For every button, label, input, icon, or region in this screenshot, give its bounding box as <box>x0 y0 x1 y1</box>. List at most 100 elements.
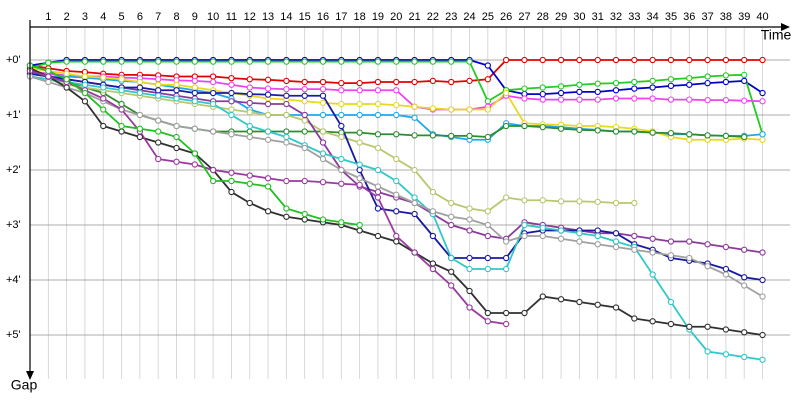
point <box>173 58 180 65</box>
point <box>264 208 272 215</box>
point <box>502 122 510 130</box>
point <box>484 254 491 262</box>
point <box>594 232 601 240</box>
point <box>319 128 327 135</box>
x-tick-label: 18 <box>354 11 366 23</box>
point <box>228 111 235 119</box>
point <box>539 224 546 231</box>
point <box>631 95 638 102</box>
point <box>722 351 730 358</box>
point <box>576 298 583 306</box>
point <box>338 111 345 119</box>
point <box>338 58 345 65</box>
point <box>191 125 198 132</box>
point <box>466 304 473 311</box>
point <box>466 132 473 140</box>
point <box>741 353 748 361</box>
point <box>374 87 382 94</box>
point <box>319 139 327 146</box>
x-tick-label: 11 <box>226 11 237 23</box>
point <box>393 58 400 65</box>
point <box>612 238 620 245</box>
point <box>155 117 162 124</box>
point <box>191 58 198 65</box>
point <box>667 129 675 137</box>
point <box>246 58 253 65</box>
point <box>557 83 565 90</box>
y-tick-label: +2' <box>6 164 21 176</box>
point <box>429 58 437 65</box>
point <box>484 208 491 215</box>
point <box>649 77 656 85</box>
point <box>448 254 455 262</box>
point <box>576 81 583 88</box>
point <box>704 79 711 87</box>
point <box>759 131 766 138</box>
point <box>484 232 491 240</box>
point <box>100 106 107 113</box>
point <box>448 221 455 229</box>
point <box>759 276 766 284</box>
point <box>741 133 748 141</box>
point <box>612 95 620 102</box>
point <box>356 221 363 229</box>
point <box>155 87 162 94</box>
point <box>319 216 327 223</box>
point <box>686 323 693 330</box>
x-tick-label: 28 <box>537 11 549 23</box>
point <box>136 111 144 119</box>
x-tick-label: 31 <box>592 11 604 23</box>
point <box>594 56 601 64</box>
point <box>393 78 400 86</box>
point <box>448 58 455 65</box>
point <box>100 74 107 81</box>
point <box>45 59 52 66</box>
point <box>576 56 583 64</box>
point <box>393 191 400 198</box>
point <box>759 56 766 64</box>
x-tick-label: 21 <box>408 11 420 23</box>
point <box>539 293 546 300</box>
x-tick-label: 15 <box>299 11 311 23</box>
point <box>356 161 363 168</box>
point <box>283 133 290 141</box>
point <box>667 298 675 306</box>
point <box>521 56 528 64</box>
point <box>191 89 198 97</box>
x-tick-label: 8 <box>173 11 179 23</box>
point <box>246 133 253 141</box>
point <box>521 85 528 92</box>
point <box>411 78 418 86</box>
point <box>283 139 290 146</box>
point <box>356 166 363 174</box>
point <box>448 268 455 275</box>
point <box>704 241 711 248</box>
point <box>539 90 546 98</box>
point <box>246 180 253 187</box>
point <box>741 71 748 78</box>
point <box>612 79 620 87</box>
point <box>173 144 180 152</box>
point <box>118 76 125 83</box>
point <box>704 73 711 80</box>
point <box>301 216 308 223</box>
x-tick-label: 6 <box>137 11 143 23</box>
point <box>722 97 730 104</box>
point <box>631 232 638 240</box>
point <box>484 76 491 83</box>
point <box>374 232 382 240</box>
point <box>448 106 455 113</box>
point <box>722 326 730 333</box>
point <box>209 128 217 135</box>
point <box>539 232 546 240</box>
point <box>374 78 382 86</box>
point <box>484 62 491 69</box>
point <box>319 155 327 163</box>
point <box>264 175 272 182</box>
point <box>759 331 766 339</box>
point <box>429 105 437 112</box>
point <box>539 96 546 103</box>
point <box>118 58 125 65</box>
point <box>502 254 510 262</box>
point <box>686 56 693 64</box>
